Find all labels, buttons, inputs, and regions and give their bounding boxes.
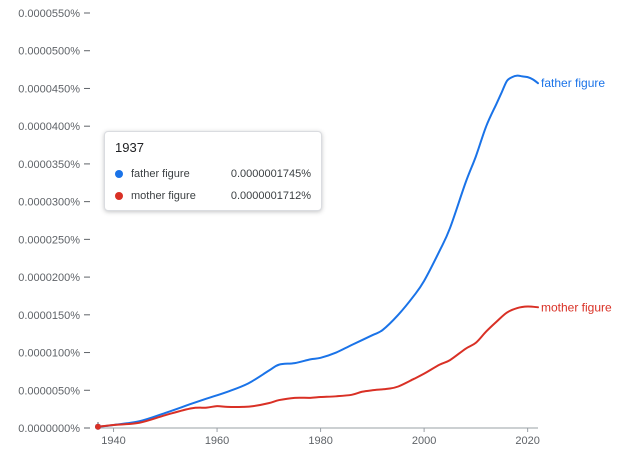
series-dot-icon <box>115 192 123 200</box>
series-line-mother-figure[interactable] <box>97 305 539 428</box>
tooltip-row-father-figure: father figure 0.0000001745% <box>115 163 311 185</box>
y-tick-label: 0.0000150% <box>18 310 80 322</box>
y-tick-label: 0.0000500% <box>18 46 80 58</box>
y-tick-label: 0.0000100% <box>18 348 80 360</box>
series-end-label: mother figure <box>541 300 612 314</box>
hover-marker <box>95 422 101 430</box>
series-layer <box>97 74 539 428</box>
tooltip-series-value: 0.0000001745% <box>230 168 311 180</box>
x-tick-label: 1980 <box>308 435 332 447</box>
series-line-father-figure[interactable] <box>97 74 539 428</box>
x-tick-label: 2020 <box>515 435 539 447</box>
y-tick-label: 0.0000350% <box>18 159 80 171</box>
tooltip-series-name: mother figure <box>131 190 196 202</box>
series-end-label: father figure <box>541 76 605 90</box>
y-tick-label: 0.0000200% <box>18 272 80 284</box>
tooltip-series-value: 0.0000001712% <box>230 190 311 202</box>
hover-tooltip: 1937 father figure 0.0000001745% mother … <box>104 131 322 211</box>
y-tick-label: 0.0000550% <box>18 8 80 20</box>
y-tick-label: 0.0000000% <box>18 423 80 435</box>
series-dot-icon <box>115 170 123 178</box>
x-tick-label: 2000 <box>412 435 436 447</box>
hover-point <box>95 423 101 430</box>
y-tick-label: 0.0000300% <box>18 197 80 209</box>
y-tick-label: 0.0000450% <box>18 83 80 95</box>
tooltip-series-name: father figure <box>131 168 190 180</box>
y-tick-label: 0.0000250% <box>18 234 80 246</box>
y-axis: 0.0000000% 0.0000050% 0.0000100% 0.0000150%… <box>18 8 90 435</box>
tooltip-year: 1937 <box>115 140 144 155</box>
y-tick-label: 0.0000400% <box>18 121 80 133</box>
x-tick-label: 1960 <box>205 435 229 447</box>
x-tick-label: 1940 <box>101 435 125 447</box>
y-tick-label: 0.0000050% <box>18 385 80 397</box>
series-end-labels: father figure mother figure <box>541 76 612 314</box>
tooltip-row-mother-figure: mother figure 0.0000001712% <box>115 185 311 207</box>
x-axis: 1940 1960 1980 2000 2020 <box>98 427 540 447</box>
